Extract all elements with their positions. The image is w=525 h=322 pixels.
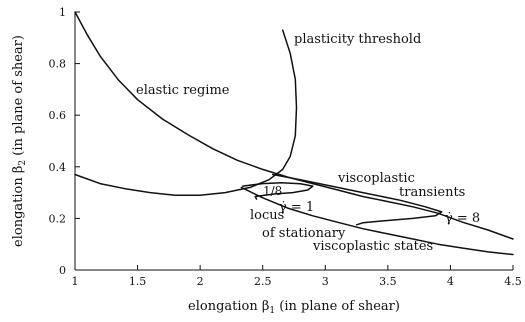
y-tick-label: 0.2 (49, 212, 67, 225)
x-tick-label: 3.5 (379, 275, 397, 288)
annotation-gamma-1: γ̇ = 1 (279, 200, 314, 215)
x-tick-label: 1 (72, 275, 79, 288)
x-tick-label: 3 (322, 275, 329, 288)
x-tick-label: 2 (197, 275, 204, 288)
series-line-1 (74, 11, 514, 240)
annotation-viscoplastic-states: viscoplastic states (312, 239, 433, 254)
annotation-gamma-8: γ̇ = 8 (445, 211, 480, 226)
series-line-4 (241, 182, 314, 200)
curves (74, 11, 514, 256)
x-axis-label: elongation β1 (in plane of shear) (188, 299, 400, 316)
annotation-viscoplastic: viscoplastic (337, 171, 415, 186)
annotation-elastic-regime: elastic regime (136, 83, 230, 98)
annotation-fraction-1-8: 1/8 (263, 184, 282, 198)
x-tick-label: 4.5 (504, 275, 522, 288)
y-tick-label: 0.8 (49, 58, 67, 71)
y-tick-label: 0.6 (49, 109, 67, 122)
x-tick-label: 1.5 (129, 275, 147, 288)
x-tick-label: 4 (447, 275, 454, 288)
y-tick-label: 0 (59, 264, 66, 277)
annotation-transients: transients (399, 185, 465, 200)
series-line-5 (271, 173, 443, 226)
ticks: 1 1.5 2 2.5 3 3.5 4 4.5 0 0.2 0.4 0.6 0.8 1 (49, 6, 522, 288)
series-line-2 (74, 29, 298, 196)
y-tick-label: 1 (59, 6, 66, 19)
annotation-of-stationary: of stationary (262, 226, 346, 241)
y-tick-label: 0.4 (49, 161, 67, 174)
annotation-plasticity-threshold: plasticity threshold (294, 32, 421, 47)
annotation-locus: locus (250, 208, 284, 223)
series-line-3 (240, 186, 514, 256)
plot-frame (74, 12, 513, 271)
y-axis-label: elongation β2 (in plane of shear) (11, 35, 28, 247)
x-tick-label: 2.5 (254, 275, 272, 288)
